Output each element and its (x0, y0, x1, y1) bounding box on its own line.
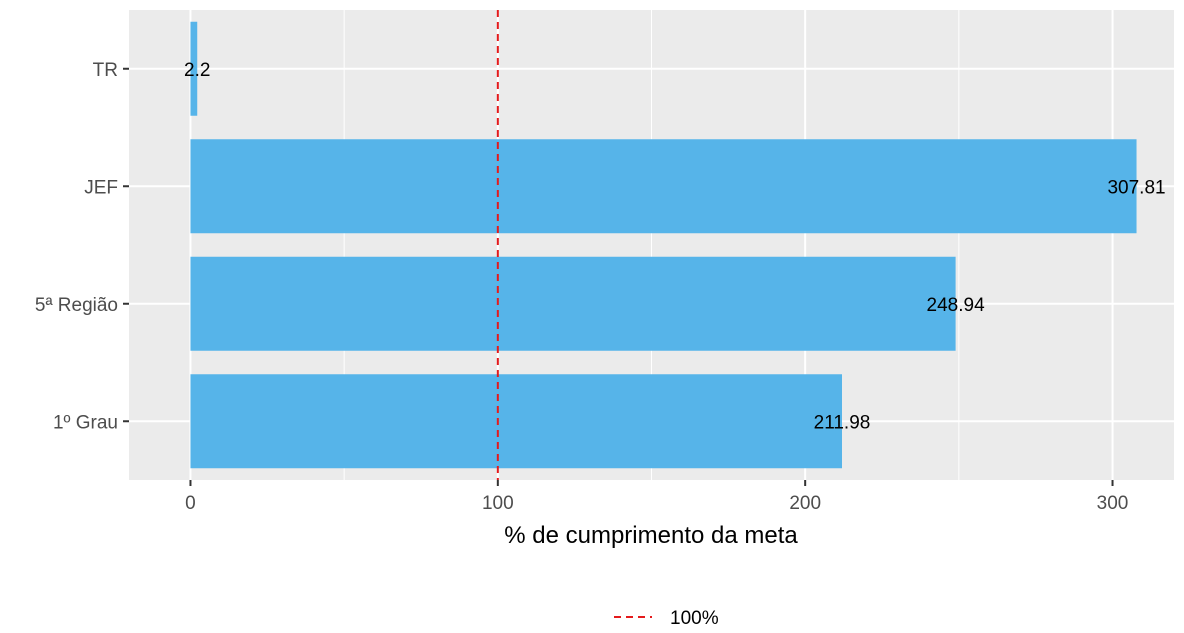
x-tick-label: 300 (1097, 493, 1129, 514)
bar-value-label: 2.2 (184, 60, 210, 81)
y-tick-label: TR (93, 60, 118, 81)
bar-value-labels: 211.98 248.94 307.81 2.2 (184, 60, 1166, 434)
y-axis: 1º Grau 5ª Região JEF TR (35, 60, 129, 433)
y-tick-label: 1º Grau (53, 412, 118, 433)
legend: 100% (614, 608, 719, 629)
bar (190, 139, 1137, 234)
bar-value-label: 307.81 (1107, 177, 1165, 198)
bar (190, 374, 842, 469)
bar (190, 256, 956, 351)
x-axis-title: % de cumprimento da meta (504, 522, 798, 549)
x-axis: 0 100 200 300 (185, 480, 1128, 514)
bar-value-label: 248.94 (927, 295, 986, 316)
x-tick-label: 0 (185, 493, 196, 514)
bar-value-label: 211.98 (814, 412, 871, 433)
x-tick-label: 200 (789, 493, 821, 514)
legend-label: 100% (670, 608, 719, 629)
bar (190, 21, 198, 116)
y-tick-label: JEF (84, 177, 118, 198)
x-tick-label: 100 (482, 493, 514, 514)
y-tick-label: 5ª Região (35, 295, 118, 316)
bars (190, 21, 1137, 469)
